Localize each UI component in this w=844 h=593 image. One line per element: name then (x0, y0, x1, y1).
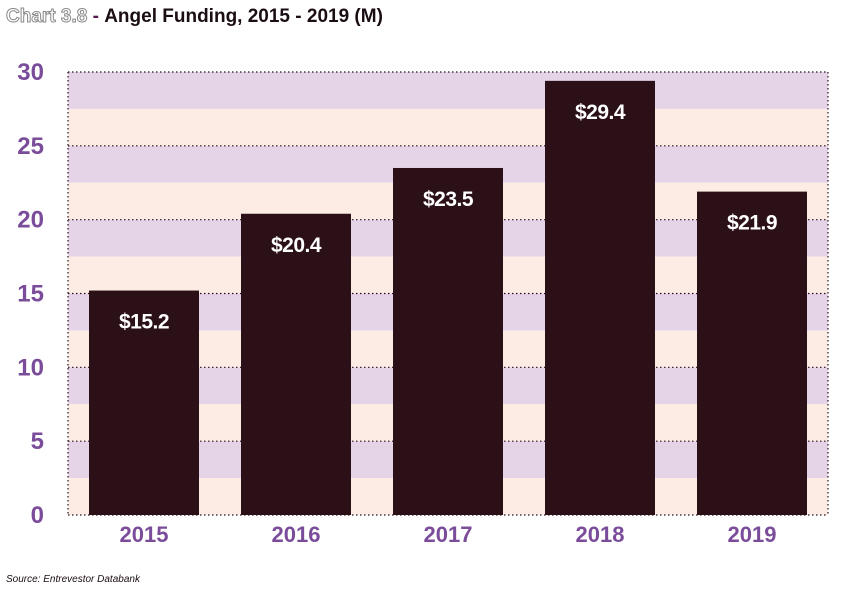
x-tick-label: 2017 (424, 522, 473, 547)
bar-value-label: $29.4 (575, 101, 626, 124)
chart-title-text: Angel Funding, 2015 - 2019 (M) (104, 6, 383, 27)
bar-2016 (241, 213, 351, 515)
y-axis-ticks: 0 5 10 15 20 25 30 (17, 59, 44, 529)
y-tick-label: 30 (17, 59, 44, 86)
source-note: Source: Entrevestor Databank (6, 574, 140, 585)
bar-2019 (697, 191, 807, 516)
x-tick-label: 2016 (272, 522, 321, 547)
bar-value-label: $23.5 (423, 188, 474, 211)
title-separator: - (92, 6, 99, 27)
y-tick-label: 0 (31, 502, 44, 529)
x-tick-label: 2018 (576, 522, 625, 547)
y-tick-label: 15 (17, 281, 44, 308)
x-axis-ticks: 2015 2016 2017 2018 2019 (120, 522, 777, 547)
y-tick-label: 20 (17, 207, 44, 234)
background-band (68, 108, 828, 146)
bar-value-label: $20.4 (271, 234, 322, 257)
bar-value-label: $15.2 (119, 311, 169, 334)
background-band (68, 72, 828, 109)
bar-2017 (393, 167, 503, 515)
x-tick-label: 2019 (728, 522, 777, 547)
y-tick-label: 25 (17, 133, 44, 160)
bars (89, 80, 807, 516)
bar-2018 (545, 80, 655, 516)
y-tick-label: 10 (17, 354, 44, 381)
chart-number: Chart 3.8 (5, 6, 88, 28)
bar-value-label: $21.9 (727, 212, 777, 235)
y-tick-label: 5 (31, 428, 44, 455)
bar-2015 (89, 290, 199, 515)
chart-title: Chart 3.8 - Angel Funding, 2015 - 2019 (… (5, 6, 383, 28)
x-tick-label: 2015 (120, 522, 169, 547)
bar-value-labels: $15.2 $20.4 $23.5 $29.4 $21.9 (119, 101, 778, 334)
